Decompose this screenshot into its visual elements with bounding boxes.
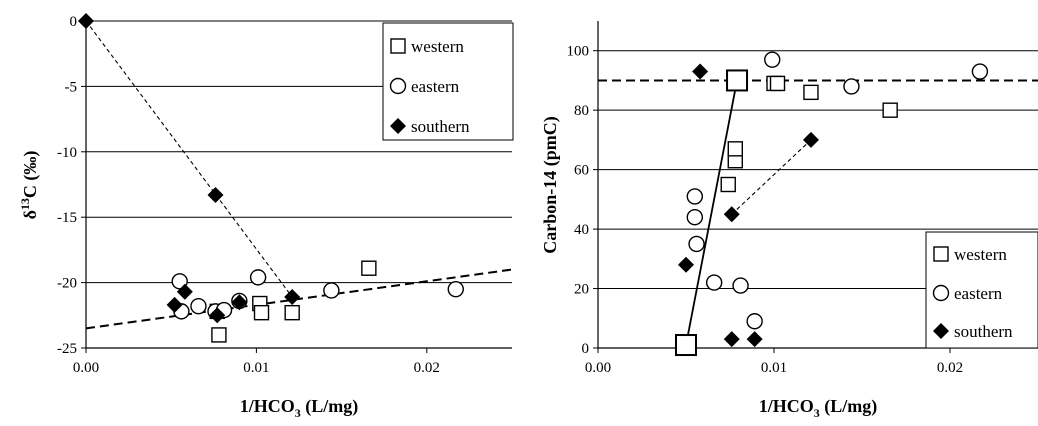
southern-point bbox=[78, 13, 94, 29]
y-axis-title-prefix: δ bbox=[20, 210, 40, 219]
legend-southern-marker bbox=[933, 323, 949, 339]
legend-eastern-marker bbox=[932, 284, 950, 302]
southern-point bbox=[209, 307, 226, 324]
y-tick-label: -25 bbox=[57, 341, 77, 357]
western-point bbox=[284, 304, 300, 321]
x-axis-title: 1/HCO3 (L/mg) bbox=[759, 396, 878, 420]
legend-western-label: western bbox=[411, 37, 464, 56]
southern-point bbox=[284, 288, 301, 305]
highlight-point bbox=[726, 69, 749, 92]
eastern-point bbox=[971, 63, 989, 80]
x-axis-title-subscript: 3 bbox=[295, 406, 301, 420]
y-tick-label: -15 bbox=[57, 210, 77, 226]
x-axis-title-unit: (L/mg) bbox=[301, 396, 359, 417]
highlight-point bbox=[675, 334, 697, 357]
legend-western-label: western bbox=[954, 245, 1007, 264]
trend-line bbox=[731, 139, 812, 215]
x-axis-title-main: 1/HCO bbox=[240, 396, 295, 416]
eastern-point bbox=[688, 235, 705, 253]
legend-southern-marker bbox=[390, 118, 406, 134]
y-tick-label: -5 bbox=[65, 79, 78, 95]
x-axis-title-main: 1/HCO bbox=[759, 396, 814, 416]
y-tick-label: 0 bbox=[582, 341, 590, 357]
trend-line bbox=[685, 80, 738, 346]
y-tick-label: 20 bbox=[574, 282, 589, 298]
y-tick-label: 100 bbox=[567, 44, 590, 60]
x-tick-label: 0.01 bbox=[243, 360, 269, 376]
legend-eastern-label: eastern bbox=[954, 284, 1003, 303]
southern-point bbox=[176, 283, 193, 300]
western-point bbox=[769, 75, 786, 92]
western-point bbox=[727, 141, 743, 157]
y-tick-label: 0 bbox=[70, 14, 78, 30]
southern-point bbox=[231, 294, 248, 311]
delta13c-chart: 0 -5 -10 -15 -20 -25 0.00 0.01 0.02 1/HCO3 (L/mg)… bbox=[18, 13, 514, 420]
western-point bbox=[882, 102, 898, 118]
x-tick-label: 0.02 bbox=[414, 360, 440, 376]
y-axis-title-main: C (‰) bbox=[20, 151, 41, 199]
legend-southern-label: southern bbox=[954, 322, 1013, 341]
y-tick-label: -20 bbox=[57, 276, 77, 292]
x-axis-title: 1/HCO3 (L/mg) bbox=[240, 396, 359, 420]
eastern-point bbox=[686, 208, 703, 226]
southern-point bbox=[746, 331, 763, 348]
southern-point bbox=[207, 186, 224, 203]
eastern-point bbox=[323, 282, 340, 299]
eastern-point bbox=[705, 274, 723, 291]
y-axis-title: δ13C (‰) bbox=[18, 151, 41, 220]
eastern-point bbox=[764, 51, 781, 68]
western-point bbox=[211, 327, 227, 343]
x-tick-label: 0.02 bbox=[937, 360, 963, 376]
y-tick-label: 40 bbox=[574, 222, 589, 238]
y-axis-title-superscript: 13 bbox=[18, 198, 32, 210]
southern-point bbox=[723, 206, 740, 223]
western-point bbox=[803, 84, 819, 101]
eastern-point bbox=[190, 297, 207, 315]
legend-eastern-marker bbox=[389, 77, 407, 95]
legend: western eastern southern bbox=[382, 22, 514, 141]
y-axis-title: Carbon-14 (pmC) bbox=[540, 116, 561, 254]
eastern-point bbox=[732, 277, 749, 294]
x-tick-label: 0.00 bbox=[73, 360, 99, 376]
x-axis-title-unit: (L/mg) bbox=[820, 396, 878, 417]
southern-point bbox=[723, 331, 740, 348]
eastern-point bbox=[746, 313, 763, 330]
legend-western-marker bbox=[390, 38, 406, 54]
y-tick-label: 60 bbox=[574, 163, 589, 179]
x-axis-title-subscript: 3 bbox=[814, 406, 820, 420]
southern-point bbox=[678, 256, 694, 273]
legend-western-marker bbox=[933, 246, 949, 262]
eastern-point bbox=[447, 280, 464, 298]
eastern-point bbox=[249, 269, 267, 286]
x-tick-label: 0.00 bbox=[585, 360, 611, 376]
western-point bbox=[361, 260, 377, 276]
y-tick-label: 80 bbox=[574, 103, 589, 119]
trend-line bbox=[85, 268, 513, 330]
western-point bbox=[253, 304, 270, 321]
western-point bbox=[720, 176, 736, 193]
x-tick-label: 0.01 bbox=[761, 360, 787, 376]
eastern-point bbox=[843, 78, 860, 95]
legend-southern-label: southern bbox=[411, 117, 470, 136]
eastern-point bbox=[686, 188, 703, 205]
legend: western eastern southern bbox=[925, 231, 1038, 349]
southern-point bbox=[802, 131, 819, 148]
y-tick-label: -10 bbox=[57, 145, 77, 161]
southern-point bbox=[166, 296, 183, 313]
legend-eastern-label: eastern bbox=[411, 77, 460, 96]
eastern-point bbox=[171, 273, 188, 290]
carbon14-chart: 0 20 40 60 80 100 0.00 0.01 0.02 1/HCO3 (L/mg) Car… bbox=[540, 21, 1038, 420]
southern-point bbox=[692, 63, 709, 80]
trend-line bbox=[85, 20, 293, 298]
